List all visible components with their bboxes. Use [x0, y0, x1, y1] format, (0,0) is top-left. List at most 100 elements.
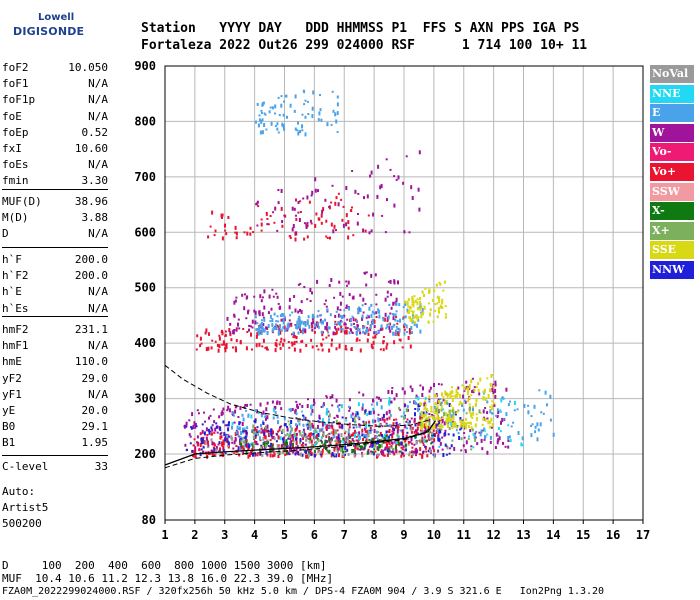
echo-point	[347, 235, 350, 240]
echo-point	[335, 436, 338, 440]
echo-point	[277, 96, 280, 99]
echo-point	[366, 413, 369, 417]
echo-point	[377, 431, 380, 433]
echo-point	[462, 423, 465, 428]
echo-point	[462, 394, 465, 399]
echo-point	[331, 184, 334, 187]
echo-point	[258, 429, 261, 433]
echo-point	[361, 314, 364, 319]
echo-point	[431, 445, 434, 449]
echo-point	[413, 443, 416, 446]
echo-point	[296, 445, 299, 450]
echo-point	[474, 432, 477, 435]
echo-point	[426, 425, 428, 429]
echo-point	[296, 320, 299, 325]
echo-point	[295, 340, 298, 343]
echo-point	[504, 445, 507, 448]
echo-point	[191, 449, 194, 453]
echo-point	[454, 422, 457, 426]
echo-point	[402, 415, 405, 420]
echo-point	[428, 421, 431, 426]
echo-point	[297, 450, 300, 455]
echo-point	[273, 221, 276, 224]
echo-point	[374, 424, 377, 428]
echo-point	[282, 319, 285, 321]
param-row: foEs N/A	[2, 158, 108, 173]
echo-point	[284, 95, 287, 98]
echo-point	[287, 420, 290, 423]
echo-point	[385, 158, 388, 161]
echo-point	[358, 431, 361, 436]
echo-point	[215, 425, 218, 429]
echo-point	[282, 446, 285, 449]
param-key: yF1	[2, 387, 22, 401]
echo-point	[459, 425, 462, 428]
param-value: N/A	[88, 77, 108, 91]
echo-point	[376, 401, 379, 406]
echo-point	[422, 312, 424, 316]
echo-point	[419, 402, 422, 406]
x-tick-label: 6	[311, 528, 318, 542]
param-value: 38.96	[74, 195, 108, 208]
echo-point	[338, 404, 341, 407]
logo-digisonde-text: DIGISONDE	[13, 25, 85, 38]
echo-point	[479, 377, 482, 382]
echo-point	[438, 431, 441, 434]
echo-point	[318, 421, 321, 424]
echo-point	[277, 201, 280, 205]
echo-point	[202, 438, 204, 441]
echo-point	[465, 417, 468, 421]
echo-point	[422, 450, 425, 453]
echo-point	[323, 303, 326, 306]
echo-point	[264, 346, 267, 349]
echo-point	[228, 408, 231, 413]
echo-point	[475, 430, 478, 433]
echo-point	[302, 442, 304, 444]
echo-point	[395, 178, 398, 181]
echo-point	[403, 230, 406, 233]
echo-point	[371, 437, 374, 442]
echo-point	[328, 348, 331, 353]
echo-point	[331, 436, 333, 441]
echo-point	[351, 315, 354, 318]
echo-point	[364, 229, 367, 233]
echo-point	[203, 431, 206, 436]
echo-point	[313, 330, 316, 334]
echo-point	[444, 431, 447, 436]
echo-point	[299, 446, 302, 451]
echo-point	[335, 398, 338, 403]
echo-point	[193, 438, 196, 441]
echo-point	[258, 312, 261, 317]
echo-point	[379, 185, 382, 190]
echo-point	[347, 280, 350, 285]
echo-point	[412, 310, 415, 313]
echo-point	[295, 437, 297, 441]
echo-point	[221, 411, 224, 415]
echo-point	[373, 429, 376, 433]
echo-point	[398, 328, 401, 331]
echo-point	[379, 348, 382, 351]
param-row: fmin 3.30	[2, 174, 108, 189]
echo-point	[399, 450, 402, 453]
echo-point	[411, 450, 413, 454]
echo-point	[244, 404, 247, 406]
echo-point	[455, 391, 458, 394]
echo-point	[424, 445, 427, 448]
echo-point	[489, 420, 492, 424]
echo-point	[315, 441, 317, 445]
echo-point	[226, 409, 229, 412]
echo-point	[200, 440, 203, 444]
echo-point	[335, 414, 338, 417]
echo-point	[509, 439, 512, 443]
echo-point	[486, 377, 489, 380]
echo-point	[269, 439, 272, 442]
echo-point	[211, 424, 214, 427]
echo-point	[406, 331, 409, 333]
echo-point	[332, 229, 335, 234]
echo-point	[377, 308, 380, 312]
echo-point	[428, 302, 430, 305]
echo-point	[407, 440, 410, 444]
echo-point	[358, 391, 361, 394]
echo-point	[326, 322, 329, 327]
echo-point	[309, 300, 312, 302]
